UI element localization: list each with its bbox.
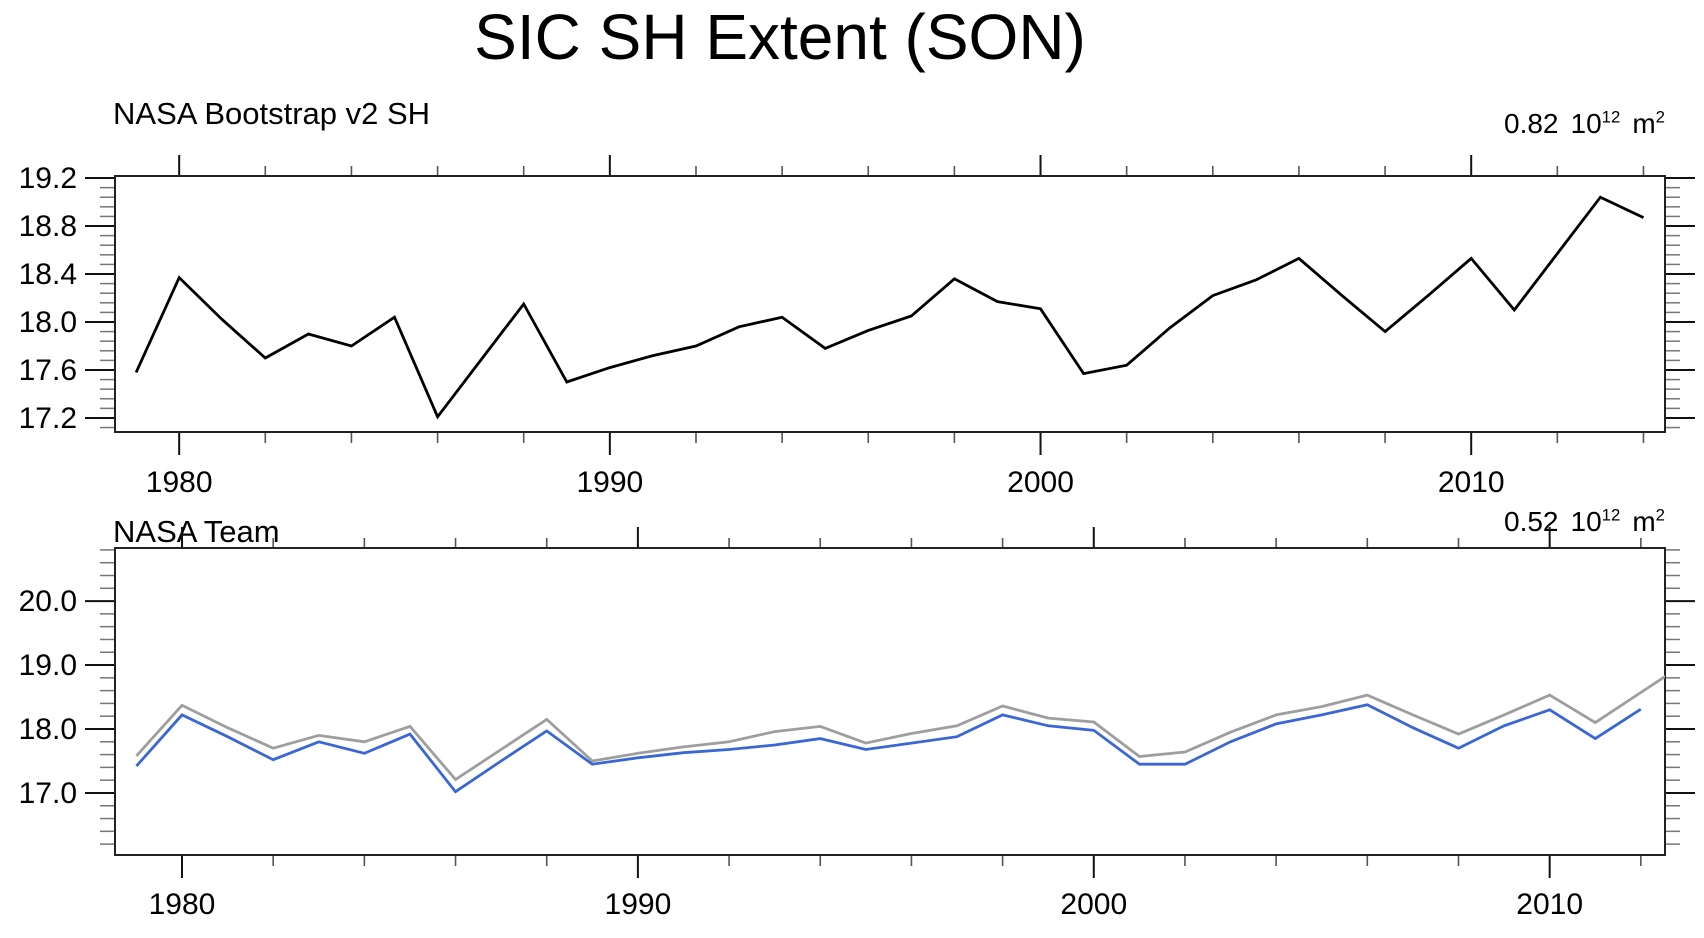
series-nasa-bootstrap-v2-sh-overlay- [135,674,1665,782]
y-tick-label: 18.8 [19,210,77,243]
y-tick-label: 19.0 [19,649,77,682]
panel-2-subtitle: NASA Team [113,514,280,549]
y-tick-label: 20.0 [19,585,77,618]
y-tick-label: 18.0 [19,306,77,339]
x-tick-label: 2000 [1060,888,1127,921]
unit: m [1632,506,1656,537]
y-tick-label: 18.4 [19,258,77,291]
panel-1-subtitle: NASA Bootstrap v2 SH [113,96,431,131]
power-base: 10 [1570,506,1602,537]
power-base: 10 [1570,108,1602,139]
unit-exponent: 2 [1655,107,1665,127]
x-tick-label: 1980 [146,466,213,499]
x-tick-label: 2010 [1438,466,1505,499]
y-tick-label: 17.6 [19,354,77,387]
series-nasa-bootstrap-v2-sh [134,195,1645,420]
panel-2-plot: 1980 1990 2000 2010 20.0 19.0 18.0 17.0 [19,527,1695,921]
x-tick-label: 1980 [149,888,216,921]
unit-exponent: 2 [1655,505,1665,525]
y-tick-label: 17.0 [19,777,77,810]
x-tick-label: 1990 [605,888,672,921]
x-tick-label: 2000 [1007,466,1074,499]
page-title: SIC SH Extent (SON) [474,1,1086,73]
power-exponent: 12 [1601,505,1621,525]
x-tick-label: 2010 [1516,888,1583,921]
y-tick-label: 19.2 [19,162,77,195]
trend-value: 0.82 [1504,108,1559,139]
y-tick-label: 17.2 [19,402,77,435]
x-tick-label: 1990 [576,466,643,499]
panel-1-plot: 1980 1990 2000 2010 19.2 18.8 18.4 18.0 17.6 17.2 [19,155,1695,499]
panel-1-trend-annotation: 0.82 1012 m2 [1504,108,1665,140]
unit: m [1632,108,1656,139]
series-nasa-team [135,703,1642,794]
power-exponent: 12 [1601,107,1621,127]
y-tick-label: 18.0 [19,713,77,746]
